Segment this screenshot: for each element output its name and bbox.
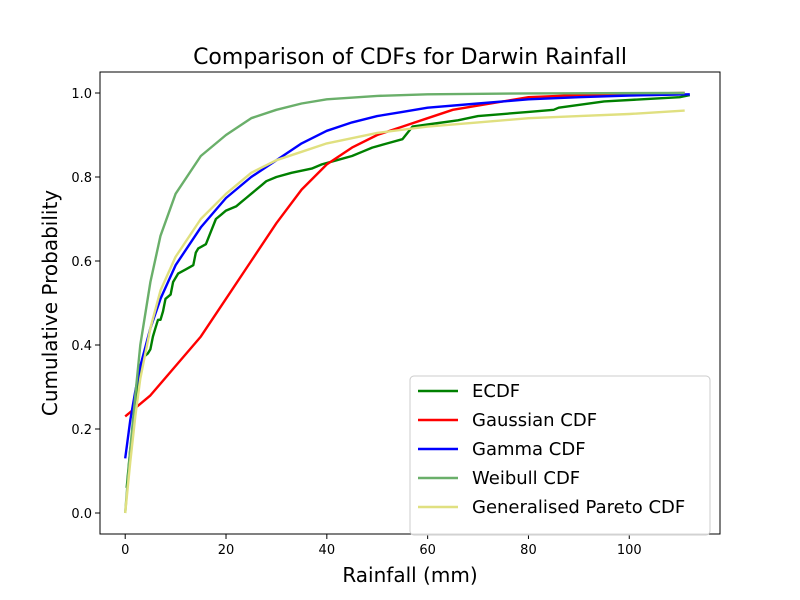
y-tick-label: 0.0 (71, 507, 92, 522)
y-tick-label: 0.8 (71, 171, 92, 186)
x-tick-label: 80 (520, 543, 537, 558)
x-tick-label: 60 (419, 543, 436, 558)
x-axis-ticks: 0 20 40 60 80 100 (121, 534, 642, 558)
series-line-ecdf (125, 93, 691, 488)
y-tick-label: 0.4 (71, 339, 92, 354)
legend-entry: Weibull CDF (472, 468, 580, 489)
legend: ECDF Gaussian CDF Gamma CDF Weibull CDF Gene… (409, 375, 711, 536)
legend-entry: Gamma CDF (472, 439, 586, 460)
y-tick-label: 0.2 (71, 423, 92, 438)
series-line-generalised-pareto-cdf (124, 109, 685, 514)
y-axis-ticks: 0.0 0.2 0.4 0.6 0.8 1.0 (71, 87, 100, 522)
plot-frame (99, 71, 721, 535)
x-axis-label: Rainfall (mm) (342, 563, 477, 587)
series-line-gamma-cdf (124, 93, 690, 459)
y-tick-label: 1.0 (71, 87, 92, 102)
legend-entry: Gaussian CDF (472, 410, 597, 431)
x-tick-label: 40 (319, 543, 336, 558)
x-tick-label: 100 (617, 543, 642, 558)
x-tick-label: 20 (218, 543, 235, 558)
x-tick-label: 0 (121, 543, 129, 558)
series-line-gaussian-cdf (124, 91, 685, 418)
y-axis-label: Cumulative Probability (38, 190, 62, 416)
legend-entry: ECDF (472, 381, 520, 402)
legend-box (409, 375, 711, 536)
legend-entry: Generalised Pareto CDF (472, 497, 685, 518)
chart-title: Comparison of CDFs for Darwin Rainfall (193, 45, 627, 70)
series-line-weibull-cdf (124, 91, 685, 514)
series-lines (124, 91, 691, 514)
y-tick-label: 0.6 (71, 255, 92, 270)
